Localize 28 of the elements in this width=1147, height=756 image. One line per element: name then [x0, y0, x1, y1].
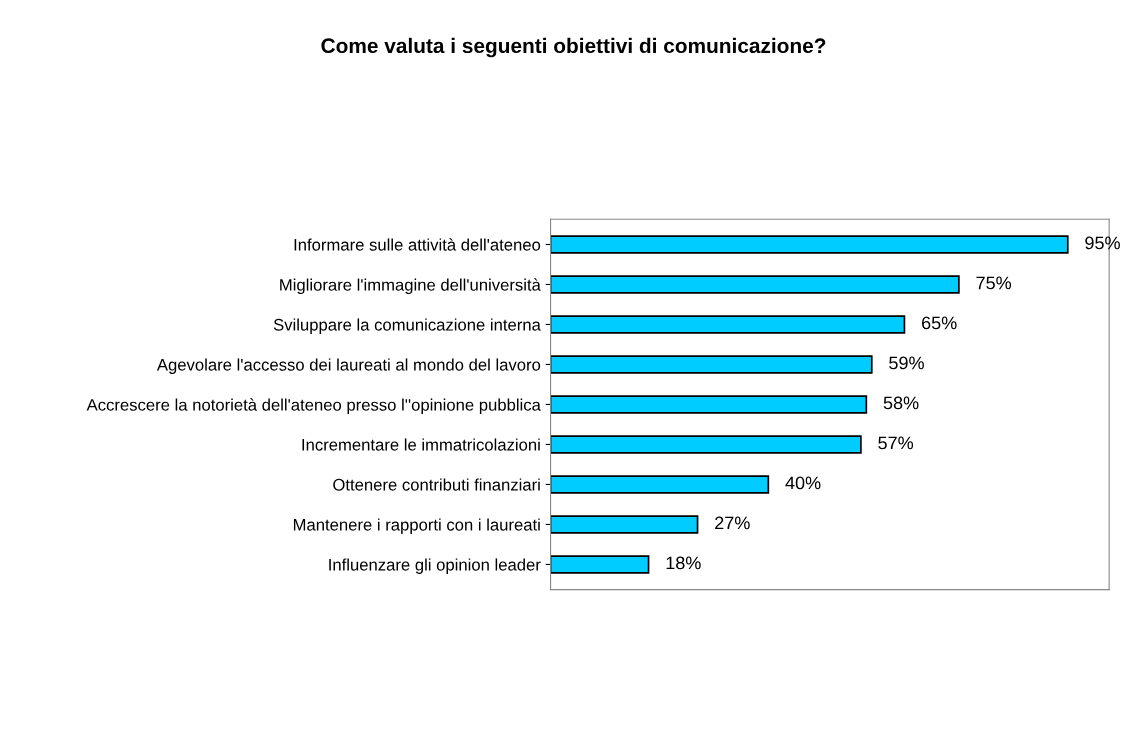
data-label: 40% [785, 476, 821, 490]
bar [550, 475, 770, 494]
y-tick-label: Mantenere i rapporti con i laureati [293, 518, 540, 534]
data-label: 57% [878, 436, 914, 450]
y-tick-label: Accrescere la notorietà dell'ateneo presso l''opinione pubblica [86, 398, 541, 415]
bar [550, 555, 650, 574]
data-label: 95% [1085, 236, 1120, 250]
bar [550, 515, 699, 534]
y-tick-label: Sviluppare la comunicazione interna [273, 318, 541, 334]
bar [550, 395, 868, 414]
bar [550, 235, 1069, 254]
y-tick-label: Influenzare gli opinion leader [329, 558, 541, 574]
y-tick-label: Ottenere contributi finanziari [333, 478, 540, 491]
bar [550, 315, 906, 334]
data-label: 75% [976, 276, 1012, 290]
bar [550, 435, 862, 454]
data-label: 59% [889, 356, 924, 370]
y-tick-label: Migliorare l'immagine dell'università [280, 278, 541, 295]
bar [550, 355, 873, 374]
y-tick-label: Agevolare l'accesso dei laureati al mondo del lavoro [156, 358, 541, 374]
data-label: 27% [715, 516, 750, 530]
y-tick-label: Informare sulle attività dell'ateneo [294, 238, 541, 251]
data-label: 65% [922, 316, 957, 330]
chart-title: Come valuta i seguenti obiettivi di comunicazione? [321, 37, 826, 58]
data-label: 18% [666, 556, 701, 570]
bar [550, 275, 960, 294]
y-tick-label: Incrementare le immatricolazioni [302, 438, 540, 451]
data-label: 58% [883, 396, 919, 410]
